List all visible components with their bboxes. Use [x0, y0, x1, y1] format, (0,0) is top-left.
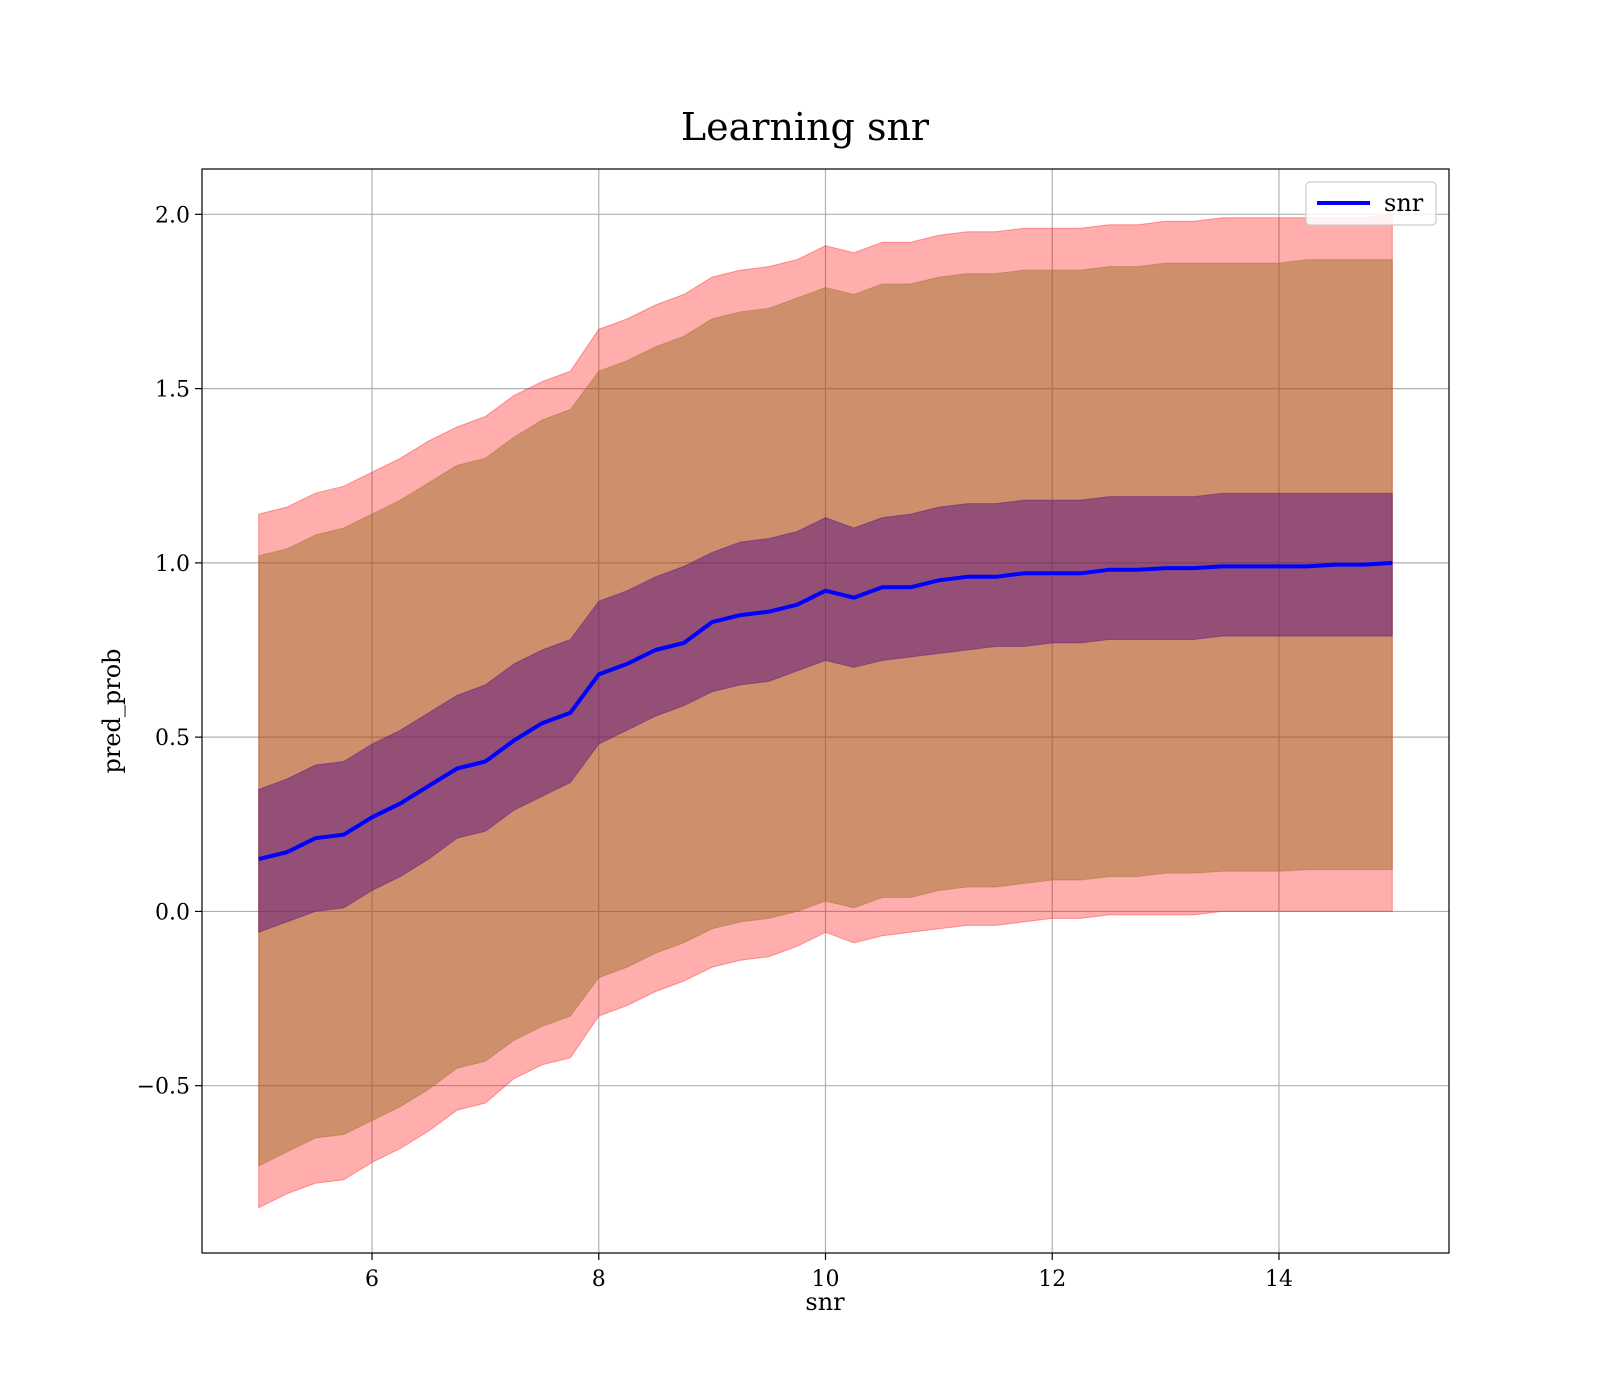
y-tick-label: 1.5 — [155, 378, 190, 403]
grid — [202, 169, 1449, 1253]
inner-band — [258, 492, 1393, 934]
x-tick-label: 6 — [365, 1267, 379, 1292]
x-axis-label: snr — [805, 1288, 845, 1316]
x-tick-label: 10 — [812, 1267, 840, 1292]
series-lines — [258, 560, 1393, 862]
y-tick-label: 0.5 — [155, 726, 190, 751]
y-tick-label: 1.0 — [155, 552, 190, 577]
y-ticks: −0.5 0.0 0.5 1.0 1.5 2.0 — [137, 203, 202, 1100]
confidence-bands — [258, 213, 1393, 1209]
chart-title: Learning snr — [681, 105, 930, 149]
legend-label: snr — [1384, 189, 1424, 217]
legend: snr — [1305, 181, 1437, 226]
outer-band — [258, 213, 1393, 1209]
y-tick-label: 0.0 — [155, 900, 190, 925]
y-axis-label: pred_prob — [98, 648, 126, 773]
x-tick-label: 14 — [1265, 1267, 1293, 1292]
x-tick-label: 8 — [592, 1267, 606, 1292]
middle-band — [258, 259, 1393, 1167]
x-tick-label: 12 — [1038, 1267, 1066, 1292]
y-tick-label: 2.0 — [155, 203, 190, 228]
series-line-snr — [258, 560, 1393, 862]
legend-box — [1305, 181, 1437, 226]
x-ticks: 6 8 10 12 14 — [365, 1253, 1293, 1292]
y-tick-label: −0.5 — [137, 1075, 190, 1100]
